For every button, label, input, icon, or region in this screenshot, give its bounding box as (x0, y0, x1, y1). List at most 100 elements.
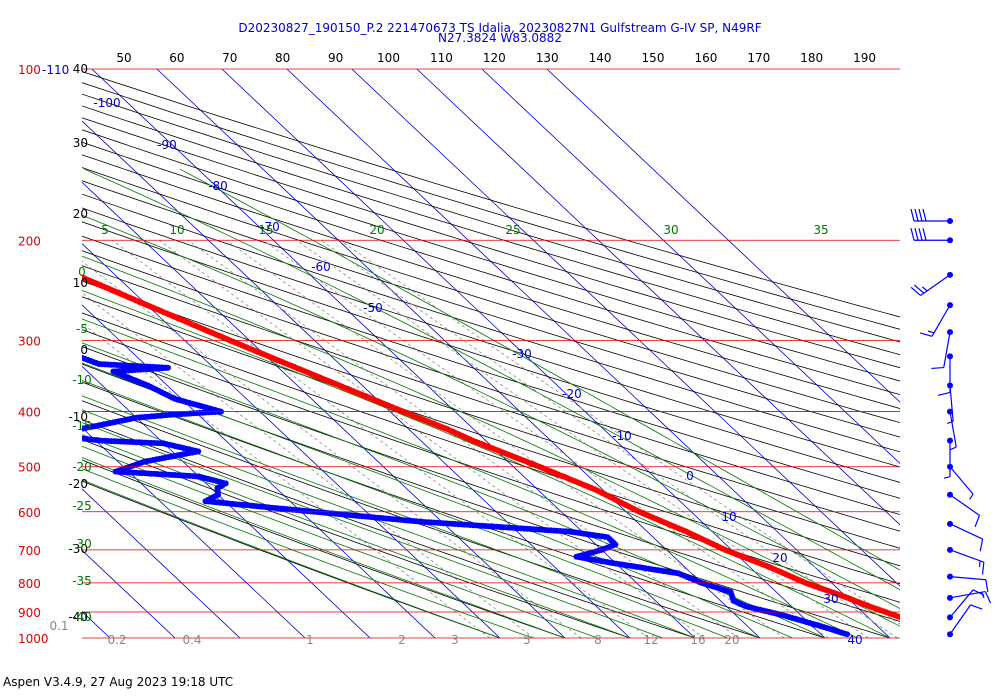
top-scale-label: 110 (430, 51, 453, 65)
temperature-point (43, 259, 49, 265)
dewpoint-point (51, 433, 57, 439)
wind-barb-staff (949, 576, 986, 581)
isotherm-line (82, 243, 501, 639)
dewpoint-point (65, 350, 71, 356)
temperature-point (7, 244, 13, 250)
dewpoint-point (40, 298, 46, 304)
temperature-point (38, 257, 44, 263)
moist-adiabat-label: 35 (813, 223, 828, 237)
moist-adiabat-label: -10 (72, 373, 92, 387)
height-scale-label: -20 (68, 477, 88, 491)
pressure-label: 600 (18, 506, 41, 520)
top-scale-label: 180 (800, 51, 823, 65)
temperature-point (32, 255, 38, 261)
wind-barb-staff (949, 385, 954, 422)
moist-adiabat-label: -15 (72, 419, 92, 433)
temperature-point (918, 625, 924, 631)
wind-barb-flag (918, 228, 923, 241)
dry-adiabat (82, 363, 891, 639)
dewpoint-point (75, 435, 81, 441)
dewpoint-point (54, 319, 60, 325)
temperature-point (24, 251, 30, 257)
isotherm-line (416, 69, 900, 526)
temperature-point (27, 252, 33, 258)
wind-barb-flag (937, 391, 951, 397)
temperature-point (18, 249, 24, 255)
height-scale-label: 0 (80, 343, 88, 357)
wind-barb-flag (910, 208, 915, 222)
top-scale-label: 100 (377, 51, 400, 65)
temperature-point (51, 263, 57, 269)
isotherm-label: -30 (512, 347, 532, 361)
dry-adiabat (82, 193, 900, 453)
isotherm-line (82, 611, 111, 639)
wind-barb (947, 408, 957, 451)
moist-adiabat (82, 468, 533, 639)
moist-adiabat (82, 342, 826, 639)
dewpoint-point (71, 352, 77, 358)
top-scale-label: 50 (116, 51, 131, 65)
moist-adiabat-label: -35 (72, 574, 92, 588)
wind-barb-staff (931, 304, 951, 337)
pressure-label: 400 (18, 406, 41, 420)
pressure-label: 500 (18, 461, 41, 475)
top-scale-label: 160 (694, 51, 717, 65)
sounding-data (0, 241, 941, 638)
wind-barb-staff (920, 274, 951, 296)
dewpoint-point (60, 430, 66, 436)
dry-adiabat (82, 480, 501, 639)
dewpoint-point (52, 334, 58, 340)
temperature-point (935, 631, 941, 637)
dewpoint-point (66, 429, 72, 435)
top-scale-label: 70 (222, 51, 237, 65)
mixing-ratio-line (263, 239, 829, 639)
isotherm-line (156, 69, 761, 639)
dry-adiabat (82, 459, 566, 639)
dewpoint-point (32, 294, 38, 300)
wind-barb (947, 491, 981, 528)
dewpoint-point (72, 435, 78, 441)
moist-adiabat-label: 0 (78, 265, 86, 279)
dry-adiabat (82, 117, 900, 369)
dewpoint-point (54, 433, 60, 439)
wind-barb (947, 546, 985, 575)
dewpoint-point (48, 432, 54, 438)
temperature-point (908, 620, 914, 626)
moist-adiabat (82, 422, 663, 639)
isotherm-label: 0 (686, 469, 694, 483)
temperature-point (65, 268, 71, 274)
dry-adiabat (82, 167, 900, 424)
height-scale-label: 20 (73, 207, 88, 221)
moist-adiabat-label: -25 (72, 499, 92, 513)
dry-adiabat (82, 93, 900, 343)
temperature-point (910, 621, 916, 627)
dry-adiabat (82, 439, 631, 639)
isotherm-label: 10 (721, 510, 736, 524)
moist-adiabat (82, 290, 891, 639)
dry-adiabat (82, 71, 900, 318)
isotherm-label: 40 (847, 633, 862, 647)
wind-barb-flag (910, 286, 921, 296)
dewpoint-point (82, 426, 84, 432)
moist-adiabat (82, 434, 631, 639)
isotherm-label: -90 (157, 138, 177, 152)
mixing-ratio-line (111, 239, 649, 639)
top-scale-label: 80 (275, 51, 290, 65)
dewpoint-point (55, 316, 61, 322)
temperature-point (897, 614, 900, 621)
temperature-point (921, 626, 927, 632)
isotherm-line (82, 304, 436, 639)
mixing-ratio-label: 1 (306, 633, 314, 647)
temperature-point (46, 260, 52, 266)
dewpoint-point (30, 292, 36, 298)
temperature-point (0, 241, 5, 247)
dry-adiabat (82, 154, 900, 409)
isotherm-label: -70 (260, 220, 280, 234)
wind-barb (943, 437, 953, 479)
temperature-point (59, 266, 65, 272)
dewpoint-point (69, 434, 75, 440)
wind-barb (910, 271, 953, 296)
dry-adiabat (82, 105, 900, 356)
isotherm-line (82, 120, 631, 639)
isotherm-line (481, 69, 900, 465)
